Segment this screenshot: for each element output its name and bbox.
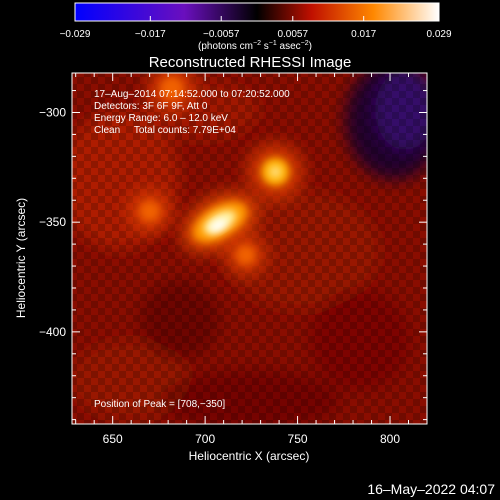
x-tick-label: 800 (380, 432, 400, 446)
annotation-detectors: Detectors: 3F 6F 9F, Att 0 (94, 101, 208, 112)
colorbar-label: (photons cm−2 s−1 asec−2) (198, 40, 312, 52)
y-tick-label: −300 (39, 105, 66, 119)
axis-ticks: 650 700 750 800 −300 −350 −400 (39, 73, 428, 446)
annotation-peak-position: Position of Peak = [708,−350] (94, 399, 225, 410)
emission-source (225, 234, 267, 276)
heatmap-image (72, 73, 427, 424)
x-tick-label: 650 (103, 432, 123, 446)
colorbar (74, 2, 440, 22)
y-tick-label: −400 (39, 325, 66, 339)
emission-source (246, 142, 305, 201)
y-tick-label: −350 (39, 215, 66, 229)
emission-source (147, 73, 197, 113)
x-tick-label: 750 (288, 432, 308, 446)
y-axis-label: Heliocentric Y (arcsec) (14, 198, 28, 318)
colorbar-tick-label: 0.029 (426, 29, 451, 40)
annotation-clean-counts: Clean Total counts: 7.79E+04 (94, 125, 236, 136)
colorbar-ticks: −0.029 −0.017 −0.0057 0.0057 0.017 0.029 (60, 16, 452, 40)
colorbar-tick-label: 0.0057 (277, 29, 308, 40)
colorbar-tick-label: −0.017 (135, 29, 166, 40)
annotation-time-range: 17–Aug–2014 07:14:52.000 to 07:20:52.000 (94, 89, 290, 100)
footer-timestamp: 16–May–2022 04:07 (367, 481, 495, 497)
colorbar-tick-label: −0.0057 (203, 29, 240, 40)
plot-frame (71, 72, 428, 425)
colorbar-tick-label: −0.029 (60, 29, 91, 40)
emission-source (128, 189, 172, 233)
x-axis-label: Heliocentric X (arcsec) (189, 449, 310, 463)
annotation-energy-range: Energy Range: 6.0 – 12.0 keV (94, 113, 228, 124)
chart-title: Reconstructed RHESSI Image (149, 54, 352, 71)
annotations: 17–Aug–2014 07:14:52.000 to 07:20:52.000… (94, 89, 290, 410)
x-tick-label: 700 (195, 432, 215, 446)
colorbar-tick-label: 0.017 (351, 29, 376, 40)
